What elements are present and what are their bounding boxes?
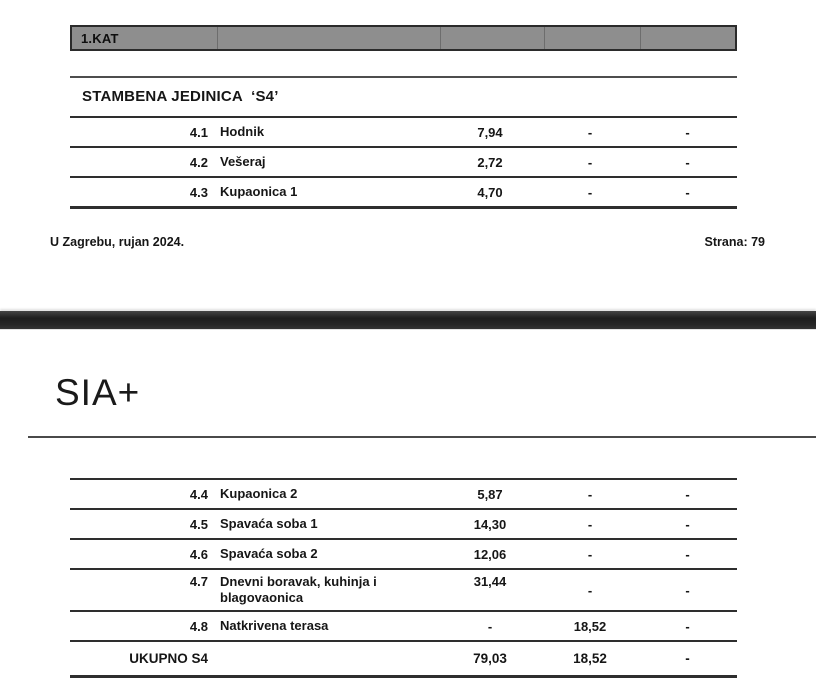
col3-value: - — [685, 184, 690, 200]
row-number: 4.3 — [189, 184, 208, 200]
place-date-line: U Zagrebu, rujan 2024. — [50, 235, 185, 249]
section-title: STAMBENA JEDINICA ‘S4’ — [82, 88, 279, 105]
table-row: 4.2 Vešeraj 2,72 - - — [70, 148, 737, 178]
col2-value: - — [587, 516, 593, 532]
col3-value: - — [685, 546, 690, 562]
total-area: 79,03 — [473, 651, 507, 666]
area-value: 4,70 — [477, 184, 503, 200]
room-name: Hodnik — [220, 124, 265, 139]
company-logo: SIA+ — [55, 372, 141, 413]
total-col2: 18,52 — [573, 651, 607, 666]
table-row: 4.4 Kupaonica 2 5,87 - - — [70, 480, 737, 510]
table-row: 4.5 Spavaća soba 1 14,30 - - — [70, 510, 737, 540]
area-value: - — [487, 618, 493, 634]
area-value: 31,44 — [473, 574, 507, 589]
col3-value: - — [685, 582, 690, 598]
row-number: 4.7 — [189, 574, 208, 589]
page-number: Strana: 79 — [704, 235, 765, 249]
area-value: 14,30 — [473, 516, 507, 532]
col2-value: - — [587, 154, 593, 170]
table-row: 4.8 Natkrivena terasa - 18,52 - — [70, 612, 737, 642]
row-number: 4.1 — [189, 124, 208, 140]
room-name: Kupaonica 2 — [220, 486, 298, 501]
row-number: 4.6 — [189, 546, 208, 562]
table-row: 4.7 Dnevni boravak, kuhinja i blagovaoni… — [70, 570, 737, 612]
table-row: 4.3 Kupaonica 1 4,70 - - — [70, 178, 737, 209]
floor-header-label: 1.KAT — [81, 30, 119, 46]
header-cell-divider — [440, 27, 441, 49]
col3-value: - — [685, 516, 690, 532]
row-number: 4.2 — [189, 154, 208, 170]
table-row: 4.6 Spavaća soba 2 12,06 - - — [70, 540, 737, 570]
col2-value: 18,52 — [573, 618, 607, 634]
room-name: Natkrivena terasa — [220, 618, 329, 633]
table-row: 4.1 Hodnik 7,94 - - — [70, 118, 737, 148]
header-cell-divider — [217, 27, 218, 49]
area-value: 5,87 — [477, 486, 503, 502]
col3-value: - — [685, 154, 690, 170]
col3-value: - — [685, 124, 690, 140]
col3-value: - — [685, 618, 690, 634]
page-separator-bar — [0, 311, 816, 329]
area-value: 2,72 — [477, 154, 503, 170]
floor-header-bar: 1.KAT — [70, 25, 737, 51]
col2-value: - — [587, 582, 593, 598]
room-name: Spavaća soba 2 — [220, 546, 318, 561]
total-label: UKUPNO S4 — [129, 651, 208, 666]
room-name: Vešeraj — [220, 154, 266, 169]
row-number: 4.5 — [189, 516, 208, 532]
col2-value: - — [587, 546, 593, 562]
room-name: Kupaonica 1 — [220, 184, 298, 199]
logo-underline-rule — [28, 436, 816, 438]
total-col3: - — [685, 651, 690, 666]
row-number: 4.8 — [189, 618, 208, 634]
col2-value: - — [587, 184, 593, 200]
header-cell-divider — [544, 27, 545, 49]
area-table-page2: 4.4 Kupaonica 2 5,87 - - 4.5 Spavaća sob… — [70, 478, 737, 678]
table-total-row: UKUPNO S4 79,03 18,52 - — [70, 642, 737, 678]
room-name: Spavaća soba 1 — [220, 516, 318, 531]
section-top-rule — [70, 76, 737, 78]
area-value: 12,06 — [473, 546, 507, 562]
header-cell-divider — [640, 27, 641, 49]
room-name: Dnevni boravak, kuhinja i blagovaonica — [220, 574, 377, 605]
col2-value: - — [587, 124, 593, 140]
area-table-page1: 4.1 Hodnik 7,94 - - 4.2 Vešeraj 2,72 - -… — [70, 116, 737, 209]
col2-value: - — [587, 486, 593, 502]
area-value: 7,94 — [477, 124, 503, 140]
col3-value: - — [685, 486, 690, 502]
row-number: 4.4 — [189, 486, 208, 502]
